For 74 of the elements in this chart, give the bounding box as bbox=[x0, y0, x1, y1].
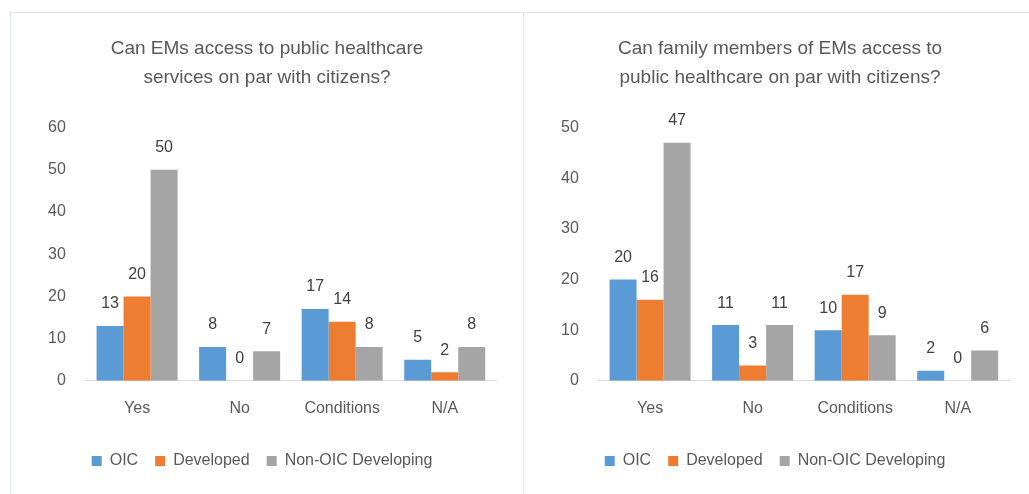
bar bbox=[253, 351, 281, 381]
bar bbox=[739, 365, 767, 381]
data-label: 20 bbox=[614, 247, 633, 265]
y-tick-label: 30 bbox=[48, 244, 66, 262]
x-tick-label: No bbox=[229, 398, 250, 416]
data-label: 7 bbox=[262, 319, 272, 337]
data-label: 5 bbox=[413, 328, 423, 346]
y-tick-label: 10 bbox=[561, 320, 579, 338]
legend-label: OIC bbox=[109, 451, 139, 469]
legend-label: OIC bbox=[622, 451, 652, 469]
data-label: 3 bbox=[748, 334, 758, 352]
data-label: 47 bbox=[668, 111, 687, 129]
bar bbox=[404, 359, 432, 381]
y-tick-label: 50 bbox=[48, 160, 66, 178]
bar bbox=[868, 335, 896, 381]
data-label: 14 bbox=[333, 290, 352, 308]
data-label: 8 bbox=[467, 315, 477, 333]
legend-label: Developed bbox=[686, 451, 763, 469]
x-tick-label: Yes bbox=[124, 398, 151, 416]
y-tick-label: 20 bbox=[561, 269, 579, 287]
data-label: 20 bbox=[128, 264, 147, 282]
bar bbox=[123, 296, 151, 381]
data-label: 2 bbox=[926, 339, 936, 357]
bar bbox=[814, 330, 842, 381]
chart-title: Can family members of EMs access to public healthcare on par with citizens? bbox=[616, 36, 944, 89]
bar bbox=[458, 347, 486, 381]
y-tick-label: 60 bbox=[48, 118, 66, 136]
data-label: 16 bbox=[641, 268, 660, 286]
data-label: 6 bbox=[980, 318, 990, 336]
bar bbox=[150, 169, 178, 381]
data-label: 8 bbox=[364, 315, 374, 333]
y-tick-label: 0 bbox=[56, 371, 66, 389]
bar bbox=[663, 142, 691, 381]
bar bbox=[328, 321, 356, 381]
data-label: 50 bbox=[155, 138, 174, 156]
chart-title: Can EMs access to public healthcare services on par with citizens? bbox=[109, 36, 425, 89]
data-label: 8 bbox=[208, 315, 218, 333]
x-tick-label: Conditions bbox=[304, 398, 380, 416]
bar bbox=[431, 372, 459, 381]
bar bbox=[96, 325, 124, 381]
legend-label: Non-OIC Developing bbox=[797, 451, 946, 469]
data-label: 10 bbox=[819, 298, 838, 316]
y-tick-label: 10 bbox=[48, 329, 66, 347]
x-tick-label: N/A bbox=[944, 398, 972, 416]
y-tick-label: 20 bbox=[48, 286, 66, 304]
x-tick-label: No bbox=[742, 398, 763, 416]
bar bbox=[301, 309, 329, 381]
bar bbox=[636, 299, 664, 381]
y-tick-label: 50 bbox=[561, 118, 579, 136]
data-label: 9 bbox=[877, 303, 887, 321]
bar bbox=[609, 279, 637, 381]
bar bbox=[766, 325, 794, 381]
bar bbox=[355, 347, 383, 381]
legend-label: Developed bbox=[173, 451, 250, 469]
y-tick-label: 40 bbox=[561, 168, 579, 186]
data-label: 17 bbox=[306, 277, 325, 295]
y-tick-label: 0 bbox=[569, 371, 579, 389]
data-label: 11 bbox=[717, 293, 735, 311]
data-label: 11 bbox=[771, 293, 789, 311]
data-label: 0 bbox=[235, 349, 245, 367]
x-tick-label: Yes bbox=[637, 398, 664, 416]
data-label: 13 bbox=[101, 294, 120, 312]
y-tick-label: 40 bbox=[48, 202, 66, 220]
x-tick-label: Conditions bbox=[817, 398, 893, 416]
data-label: 2 bbox=[440, 340, 450, 358]
bar bbox=[971, 350, 999, 381]
bar bbox=[199, 347, 227, 381]
bar bbox=[841, 294, 869, 381]
legend-label: Non-OIC Developing bbox=[284, 451, 433, 469]
data-label: 0 bbox=[953, 349, 963, 367]
y-tick-label: 30 bbox=[561, 219, 579, 237]
bar bbox=[712, 325, 740, 381]
data-label: 17 bbox=[846, 263, 865, 281]
x-tick-label: N/A bbox=[431, 398, 459, 416]
